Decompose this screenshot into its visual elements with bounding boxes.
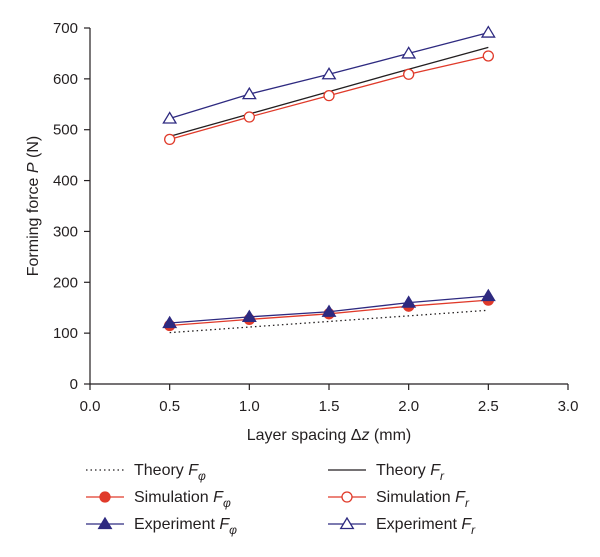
data-point-simulation-fr bbox=[243, 111, 255, 123]
x-tick-label: 1.0 bbox=[239, 398, 260, 415]
legend-label: Theory Fr bbox=[376, 462, 445, 483]
data-point-simulation-fr bbox=[164, 133, 176, 146]
y-tick-label: 0 bbox=[70, 376, 78, 393]
data-point-simulation-fr bbox=[482, 50, 494, 62]
series-theory-fphi bbox=[169, 309, 489, 334]
axes: 0.0 0.5 1.0 1.5 2.0 2.5 3.0 0 100 200 300 400 500 600… bbox=[25, 20, 578, 444]
y-tick-label: 100 bbox=[53, 325, 78, 342]
legend-item-simulation-fphi: Simulation Fφ bbox=[86, 489, 231, 510]
legend: Theory Fφ Simulation Fφ Experiment Fφ Theor… bbox=[86, 462, 476, 537]
legend-label: Theory Fφ bbox=[134, 462, 206, 483]
y-tick-label: 400 bbox=[53, 173, 78, 190]
data-point-experiment-fphi bbox=[241, 309, 257, 323]
data-point-experiment-fr bbox=[241, 86, 257, 100]
series-layer bbox=[162, 25, 496, 334]
series-experiment-fphi bbox=[162, 288, 496, 329]
legend-swatch-marker bbox=[339, 516, 355, 530]
legend-item-experiment-fphi: Experiment Fφ bbox=[86, 516, 237, 537]
y-tick-label: 500 bbox=[53, 122, 78, 139]
y-axis-title: Forming force P (N) bbox=[25, 136, 42, 276]
series-line-theory-fphi bbox=[169, 309, 489, 334]
data-point-experiment-fr bbox=[162, 111, 178, 124]
legend-swatch-marker bbox=[341, 491, 353, 503]
legend-item-theory-fr: Theory Fr bbox=[328, 462, 445, 483]
x-tick-label: 2.5 bbox=[478, 398, 499, 415]
y-tick-label: 200 bbox=[53, 274, 78, 291]
legend-label: Simulation Fφ bbox=[134, 489, 231, 510]
data-point-experiment-fr bbox=[480, 25, 496, 38]
legend-item-experiment-fr: Experiment Fr bbox=[328, 516, 476, 537]
data-point-experiment-fphi bbox=[321, 304, 337, 317]
y-tick-label: 700 bbox=[53, 20, 78, 37]
x-tick-label: 3.0 bbox=[558, 398, 579, 415]
y-tick-label: 300 bbox=[53, 223, 78, 240]
series-experiment-fr bbox=[162, 25, 496, 124]
data-point-experiment-fr bbox=[401, 46, 417, 59]
x-tick-label: 1.5 bbox=[319, 398, 340, 415]
data-point-simulation-fr bbox=[403, 68, 415, 80]
legend-swatch-marker bbox=[97, 516, 113, 530]
data-point-experiment-fr bbox=[321, 67, 337, 80]
data-point-experiment-fphi bbox=[480, 288, 496, 302]
x-tick-label: 0.5 bbox=[159, 398, 180, 415]
x-tick-label: 0.0 bbox=[80, 398, 101, 415]
legend-item-simulation-fr: Simulation Fr bbox=[328, 489, 470, 510]
y-tick-label: 600 bbox=[53, 71, 78, 88]
legend-label: Simulation Fr bbox=[376, 489, 470, 510]
x-axis-title: Layer spacing Δz (mm) bbox=[247, 427, 412, 444]
legend-label: Experiment Fr bbox=[376, 516, 476, 537]
data-point-experiment-fphi bbox=[162, 315, 178, 329]
x-tick-label: 2.0 bbox=[398, 398, 419, 415]
legend-label: Experiment Fφ bbox=[134, 516, 237, 537]
data-point-simulation-fr bbox=[323, 89, 335, 102]
series-simulation-fr bbox=[164, 50, 494, 146]
legend-swatch-marker bbox=[99, 491, 111, 503]
data-point-experiment-fphi bbox=[401, 295, 417, 308]
legend-item-theory-fphi: Theory Fφ bbox=[86, 462, 206, 483]
